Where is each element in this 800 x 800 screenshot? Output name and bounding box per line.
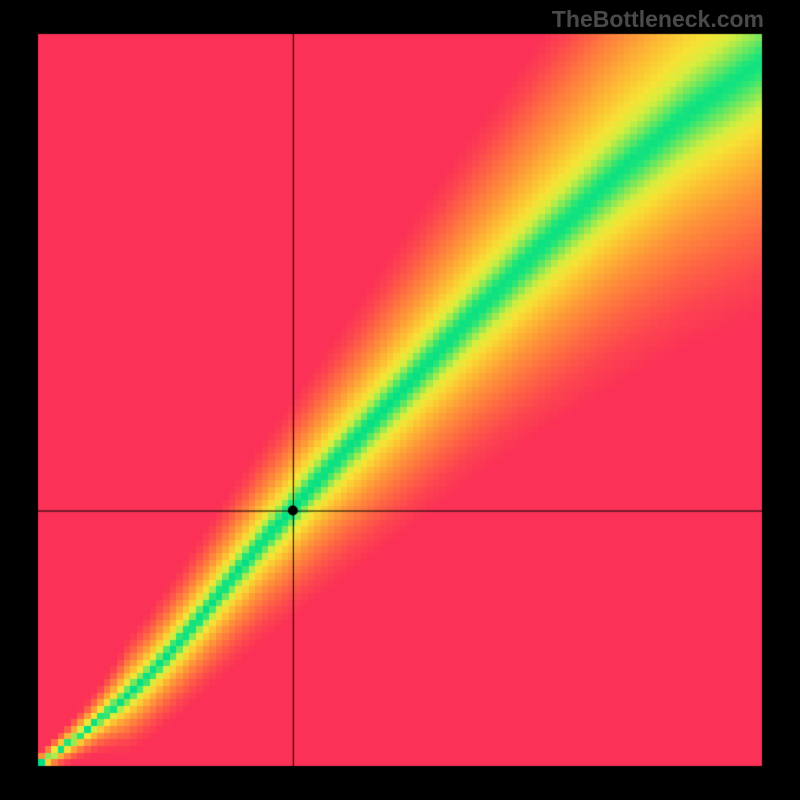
bottleneck-heatmap: [0, 0, 800, 800]
watermark-text: TheBottleneck.com: [552, 6, 764, 33]
